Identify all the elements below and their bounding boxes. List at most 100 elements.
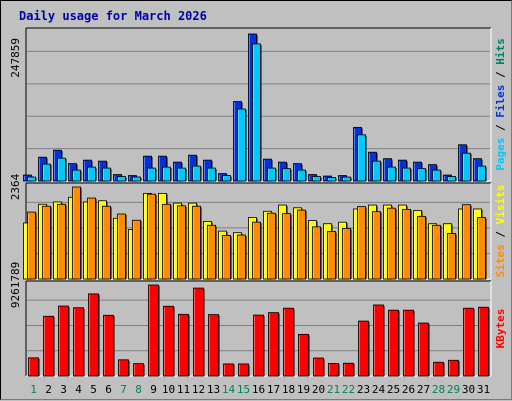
sites-bar — [57, 203, 66, 280]
legend-separator: / — [494, 224, 507, 244]
sites-bar — [222, 235, 231, 280]
sites-bar — [42, 205, 51, 280]
kbytes-bar — [238, 363, 249, 377]
kbytes-bar — [148, 284, 159, 377]
pages-bar — [297, 169, 306, 182]
sites-bar — [267, 212, 276, 280]
day-label-25: 25 — [387, 383, 400, 396]
day-label-31: 31 — [477, 383, 490, 396]
pages-bar — [27, 176, 36, 182]
pages-bar — [192, 165, 201, 182]
kbytes-bar — [178, 313, 189, 377]
sites-bar — [327, 231, 336, 280]
pages-bar — [42, 163, 51, 182]
sites-bar — [27, 211, 36, 280]
kbytes-bar — [313, 357, 324, 377]
kbytes-bar — [478, 306, 489, 377]
day-label-19: 19 — [297, 383, 310, 396]
day-label-23: 23 — [357, 383, 370, 396]
kbytes-bar — [73, 307, 84, 377]
sites-bar — [297, 209, 306, 280]
sites-bar — [207, 224, 216, 280]
kbytes-bar — [403, 309, 414, 377]
sites-bar — [357, 206, 366, 280]
kbytes-bar — [283, 307, 294, 377]
day-label-30: 30 — [462, 383, 475, 396]
pages-bar — [237, 108, 246, 182]
day-label-28: 28 — [432, 383, 445, 396]
day-label-4: 4 — [75, 383, 82, 396]
day-label-15: 15 — [237, 383, 250, 396]
sites-bar — [342, 228, 351, 280]
sites-bar — [72, 186, 81, 280]
sites-bar — [402, 208, 411, 280]
pages-bar — [132, 176, 141, 182]
legend-separator: / — [494, 65, 507, 85]
sites-bar — [282, 213, 291, 280]
pages-bar — [477, 165, 486, 182]
pages-bar — [102, 167, 111, 182]
kbytes-bar — [388, 309, 399, 377]
pages-bar — [222, 175, 231, 182]
pages-bar — [402, 167, 411, 182]
day-label-1: 1 — [30, 383, 37, 396]
sites-bar — [477, 217, 486, 280]
kbytes-bar — [58, 305, 69, 377]
sites-bar — [252, 221, 261, 280]
day-label-26: 26 — [402, 383, 415, 396]
sites-panel-side-legend: Sites / Visits — [494, 185, 507, 278]
pages-bar — [207, 167, 216, 182]
pages-bar — [372, 160, 381, 182]
sites-bar — [102, 205, 111, 280]
pages-bar — [162, 166, 171, 182]
kbytes-panel-ytick-label: 9261789 — [9, 262, 22, 308]
day-label-24: 24 — [372, 383, 386, 396]
legend-pages: Pages — [494, 138, 507, 171]
pages-bar — [147, 167, 156, 182]
day-label-8: 8 — [135, 383, 142, 396]
kbytes-bar — [358, 320, 369, 377]
kbytes-bar — [253, 314, 264, 377]
pages-bar — [357, 134, 366, 182]
day-label-13: 13 — [207, 383, 220, 396]
day-label-9: 9 — [150, 383, 157, 396]
day-label-2: 2 — [45, 383, 52, 396]
legend-hits: Hits — [494, 38, 507, 65]
pages-bar — [462, 152, 471, 182]
day-label-12: 12 — [192, 383, 205, 396]
kbytes-bar — [28, 357, 39, 377]
sites-bar — [312, 226, 321, 280]
sites-bar — [87, 197, 96, 280]
legend-separator: / — [494, 118, 507, 138]
kbytes-bar — [298, 333, 309, 377]
day-label-7: 7 — [120, 383, 127, 396]
hits-panel-ytick-label: 247859 — [9, 38, 22, 78]
day-label-5: 5 — [90, 383, 97, 396]
kbytes-bar — [448, 359, 459, 377]
day-label-27: 27 — [417, 383, 430, 396]
sites-bar — [147, 193, 156, 280]
pages-bar — [267, 167, 276, 182]
sites-bar — [462, 204, 471, 280]
pages-bar — [117, 176, 126, 182]
day-label-18: 18 — [282, 383, 295, 396]
pages-bar — [282, 168, 291, 182]
sites-bar — [162, 203, 171, 280]
kbytes-bar — [373, 304, 384, 377]
kbytes-bar — [43, 315, 54, 377]
kbytes-bar — [268, 312, 279, 377]
day-label-6: 6 — [105, 383, 112, 396]
pages-bar — [87, 166, 96, 182]
pages-bar — [342, 176, 351, 182]
pages-bar — [177, 167, 186, 182]
day-label-11: 11 — [177, 383, 190, 396]
pages-bar — [387, 166, 396, 182]
pages-bar — [57, 157, 66, 182]
sites-bar — [387, 207, 396, 280]
sites-bar — [177, 205, 186, 280]
kbytes-bar — [328, 363, 339, 377]
kbytes-bar — [88, 293, 99, 377]
sites-bar — [132, 219, 141, 280]
